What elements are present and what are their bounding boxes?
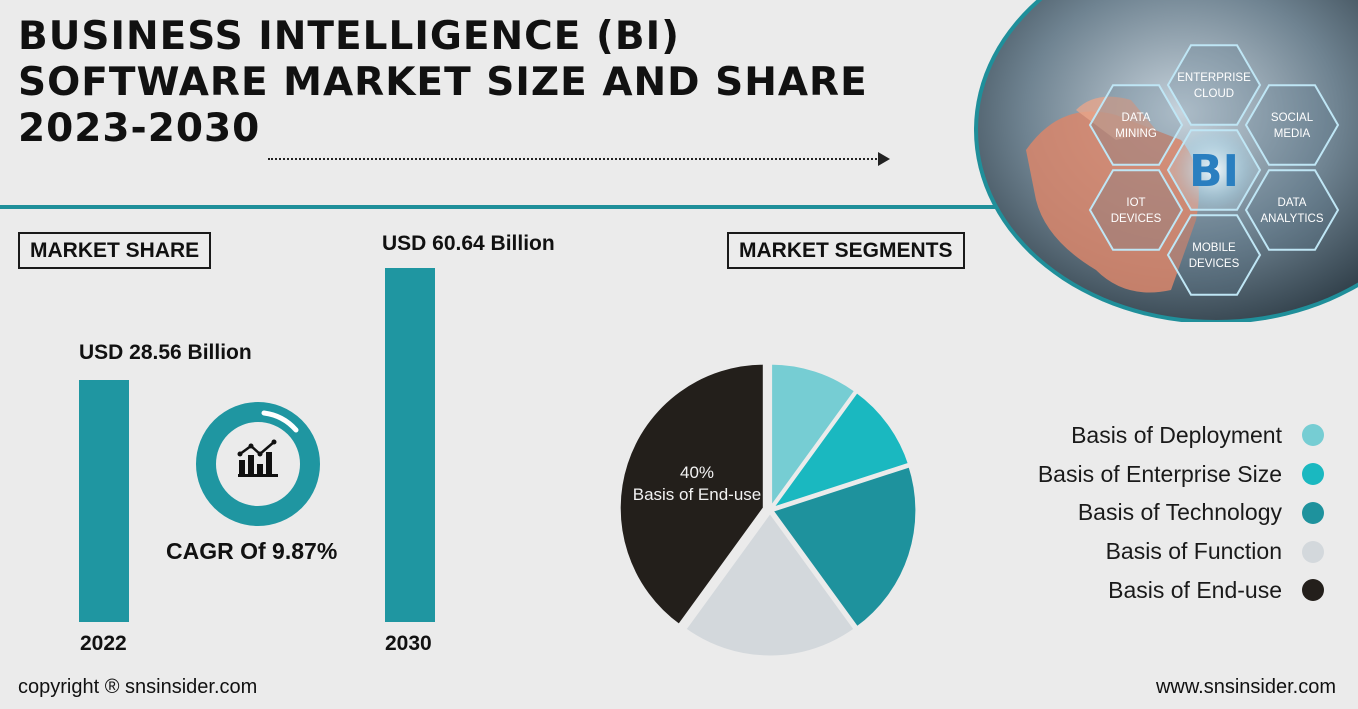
hexagon-cell: [1166, 214, 1262, 296]
legend-dot: [1302, 540, 1324, 563]
bi-hexagon-graphic: BI ENTERPRISE CLOUD DATA MINING SOCIAL MEDIA IO…: [974, 0, 1358, 322]
copyright-text: copyright ® snsinsider.com: [18, 676, 258, 698]
bar-2022: [79, 380, 129, 622]
ring-highlight: [261, 410, 299, 433]
hexagon-label: DATA: [1122, 112, 1151, 124]
legend-item: Basis of Deployment: [964, 416, 1324, 455]
bar-value-label: USD 60.64 Billion: [382, 232, 555, 255]
growth-ring: [194, 400, 322, 528]
legend-label: Basis of Function: [1105, 538, 1282, 565]
market-share-label: MARKET SHARE: [18, 232, 212, 269]
legend-item: Basis of End-use: [964, 571, 1324, 610]
dotted-arrow-line: [268, 158, 880, 160]
website-text: www.snsinsider.com: [1155, 676, 1336, 698]
hexagon-label: SOCIAL: [1271, 112, 1314, 124]
legend-item: Basis of Enterprise Size: [964, 455, 1324, 494]
legend-label: Basis of End-use: [1108, 576, 1282, 603]
hexagon-label: IOT: [1126, 197, 1145, 209]
title-line-2: SOFTWARE MARKET SIZE AND SHARE: [18, 60, 868, 105]
legend-label: Basis of Technology: [1077, 499, 1282, 526]
hexagon-cell: [1244, 84, 1340, 166]
bar-year-label: 2030: [385, 632, 432, 655]
divider: [0, 205, 1050, 209]
hexagon-glow: [1174, 130, 1254, 210]
bar-value-label: USD 28.56 Billion: [79, 341, 252, 364]
legend-dot: [1302, 463, 1324, 486]
chart-growth-icon: [237, 439, 278, 477]
hexagon-cell: [1244, 169, 1340, 251]
end-use-text: Basis of End-use: [632, 485, 762, 504]
pie-slice: [769, 463, 919, 630]
page-title: BUSINESS INTELLIGENCE (BI) SOFTWARE MARK…: [18, 14, 868, 152]
legend-item: Basis of Technology: [964, 494, 1324, 533]
legend-dot: [1302, 501, 1324, 524]
legend-label: Basis of Deployment: [1071, 421, 1282, 448]
title-line-3: 2023-2030: [18, 106, 261, 151]
hexagon-label: DATA: [1278, 197, 1307, 209]
pie-slice: [617, 361, 766, 628]
pie-slice: [769, 361, 858, 513]
legend-dot: [1302, 579, 1324, 602]
cagr-ring: [196, 402, 320, 526]
legend-dot: [1302, 424, 1324, 447]
hexagon-label: DEVICES: [1111, 213, 1162, 225]
legend-label: Basis of Enterprise Size: [1037, 460, 1282, 487]
hexagon-label: MINING: [1115, 128, 1157, 140]
legend-item: Basis of Function: [964, 532, 1324, 571]
title-line-1: BUSINESS INTELLIGENCE (BI): [18, 14, 680, 59]
pie-slice: [682, 509, 858, 659]
pie-slice: [767, 389, 912, 512]
pie-legend: Basis of Deployment Basis of Enterprise S…: [964, 416, 1324, 610]
hexagon-label: DEVICES: [1189, 258, 1240, 270]
hexagon-label: ENTERPRISE: [1177, 72, 1251, 84]
hexagon-label: CLOUD: [1194, 88, 1234, 100]
bar-2030: [385, 268, 435, 622]
hexagon-cell: [1166, 44, 1262, 126]
bi-hero-image: BI ENTERPRISE CLOUD DATA MINING SOCIAL MEDIA IO…: [966, 0, 1358, 322]
market-segments-label: MARKET SEGMENTS: [727, 232, 965, 269]
bi-center-text: BI: [1189, 146, 1239, 197]
end-use-slice-label: 40% Basis of End-use: [622, 462, 772, 506]
hexagon-grid: BI ENTERPRISE CLOUD DATA MINING SOCIAL MEDIA IO…: [1088, 44, 1340, 296]
hexagon-label: ANALYTICS: [1260, 213, 1323, 225]
cagr-text: CAGR Of 9.87%: [166, 538, 338, 564]
arrow-head-icon: [878, 152, 890, 166]
segments-pie-chart: [617, 361, 919, 659]
end-use-percent: 40%: [679, 463, 715, 482]
hexagon-cell: [1088, 84, 1184, 166]
hexagon-label: MOBILE: [1192, 242, 1236, 254]
hexagon-cell: [1088, 169, 1184, 251]
bar-year-label: 2022: [80, 632, 127, 655]
hexagon-label: MEDIA: [1274, 128, 1311, 140]
